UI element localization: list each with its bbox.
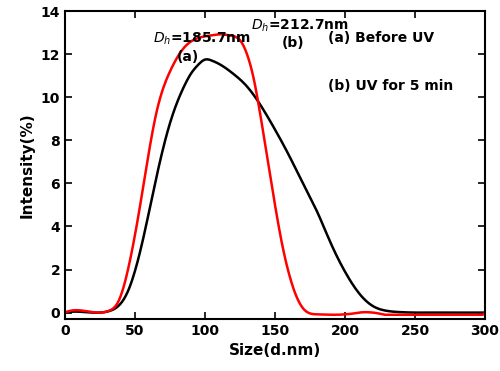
Text: (a): (a) [177,50,199,64]
Text: (b) UV for 5 min: (b) UV for 5 min [328,79,453,93]
Y-axis label: Intensity(%): Intensity(%) [20,112,35,218]
Text: $D_h$=185.7nm: $D_h$=185.7nm [153,30,251,47]
X-axis label: Size(d.nm): Size(d.nm) [229,344,321,358]
Text: (b): (b) [282,36,304,50]
Text: (a) Before UV: (a) Before UV [328,31,434,45]
Text: $D_h$=212.7nm: $D_h$=212.7nm [251,17,349,34]
